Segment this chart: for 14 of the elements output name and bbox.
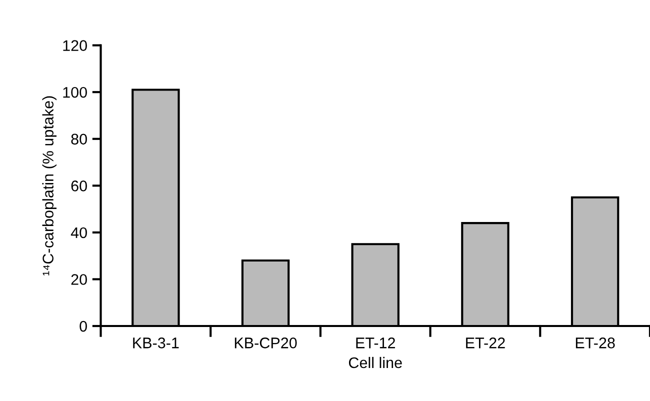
x-tick-label: ET-22 — [466, 338, 505, 348]
y-tick-label: 100 — [63, 86, 87, 98]
y-tick-label: 0 — [80, 320, 87, 332]
x-tick-label: KB-3-1 — [133, 338, 179, 348]
y-tick-label: 80 — [71, 134, 87, 145]
x-tick-label: ET-12 — [356, 338, 395, 348]
x-axis-title: Cell line — [348, 356, 402, 368]
y-axis-title: ¹⁴C-carboplatin (% uptake) — [42, 96, 57, 276]
y-tick-label: 120 — [63, 40, 87, 51]
y-tick-label: 40 — [70, 227, 87, 238]
x-tick-label: ET-28 — [576, 338, 615, 348]
y-tick-label: 20 — [71, 274, 87, 285]
y-tick-label: 60 — [71, 180, 87, 192]
x-tick-label: KB-CP20 — [234, 338, 297, 348]
